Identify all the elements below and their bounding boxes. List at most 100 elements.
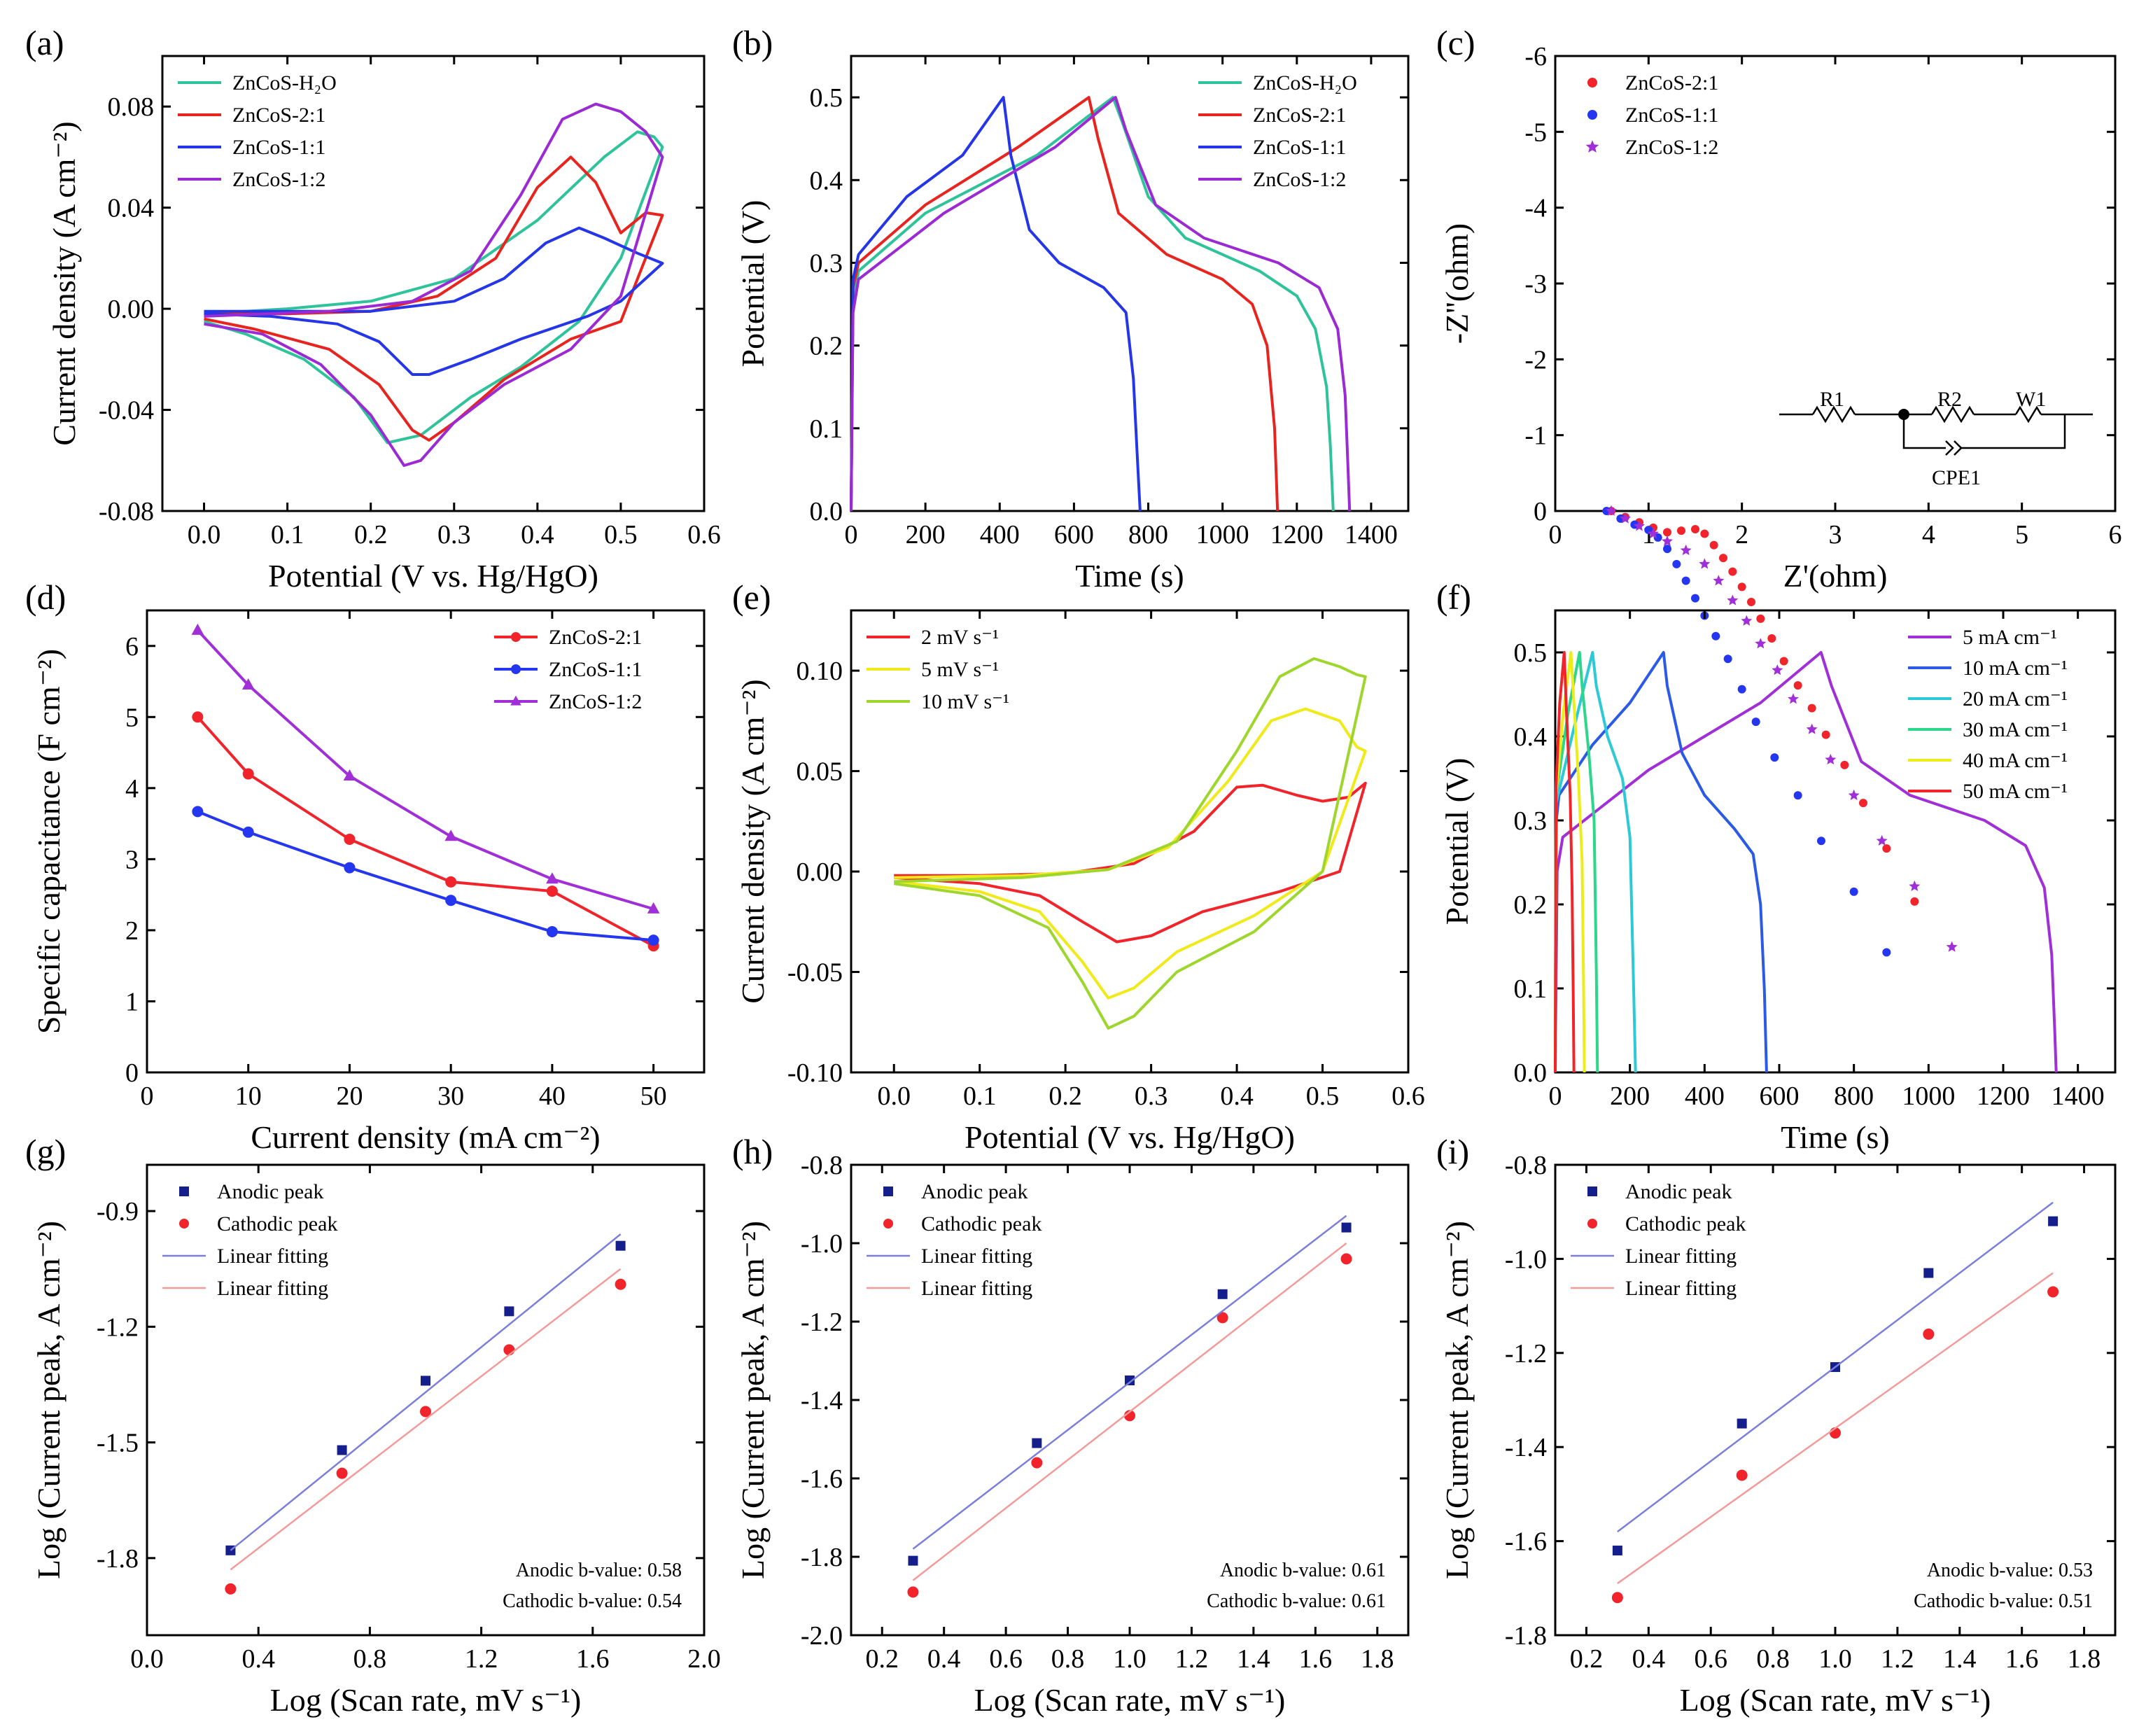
x-tick-label: 1.0 — [1818, 1644, 1852, 1674]
legend-label: ZnCoS-2:1 — [1253, 104, 1346, 127]
legend-item: Linear fitting — [1571, 1245, 1737, 1268]
legend-marker — [1587, 110, 1597, 120]
data-point — [1711, 631, 1720, 640]
legend-marker — [1587, 1219, 1597, 1228]
data-point — [1634, 520, 1645, 531]
data-point — [1741, 615, 1753, 626]
legend: ZnCoS-H₂O ZnCoS-2:1 ZnCoS-1:1 ZnCoS-1:2 — [1198, 71, 1357, 191]
x-tick-label: 1.6 — [1299, 1644, 1333, 1674]
legend: 5 mA cm⁻¹ 10 mA cm⁻¹ 20 mA cm⁻¹ 30 mA cm⁻¹ 4… — [1908, 626, 2068, 803]
series-linear-fitting-2 — [230, 1233, 622, 1551]
legend-marker — [883, 1186, 893, 1196]
circuit-label-w1: W1 — [2016, 388, 2046, 411]
panel-label-g: (g) — [25, 1132, 66, 1171]
x-tick-label: 0.5 — [1306, 1082, 1340, 1111]
y-tick-label: 0 — [125, 1058, 139, 1088]
legend-marker — [511, 632, 521, 642]
legend-marker — [179, 1186, 189, 1196]
y-tick-label: 0.10 — [797, 657, 843, 686]
y-axis-label: Specific capacitance (F cm⁻²) — [31, 649, 66, 1034]
legend-label: ZnCoS-1:1 — [1625, 104, 1718, 127]
legend-label: 30 mA cm⁻¹ — [1963, 718, 2068, 741]
legend-label: Anodic peak — [1625, 1180, 1732, 1203]
series-linear-fitting-3 — [912, 1242, 1347, 1581]
anodic-b-value: Anodic b-value: 0.61 — [1220, 1560, 1386, 1581]
series-20-ma-cm — [1554, 651, 1637, 1073]
x-axis-label: Potential (V vs. Hg/HgO) — [268, 558, 598, 594]
legend-item: ZnCoS-2:1 — [1198, 104, 1346, 127]
legend-marker — [179, 1219, 189, 1228]
y-tick-label: 3 — [125, 845, 139, 874]
x-tick-label: 2 — [1735, 520, 1748, 550]
x-tick-label: 0.3 — [1135, 1082, 1168, 1111]
cathodic-b-value: Cathodic b-value: 0.51 — [1914, 1590, 2093, 1612]
panel-label-c: (c) — [1436, 23, 1475, 62]
y-tick-label: -1.6 — [801, 1464, 843, 1494]
y-axis-label: Current density (A cm⁻²) — [46, 121, 82, 445]
y-axis-label: Log (Current peak, A cm⁻²) — [735, 1221, 771, 1579]
y-tick-label: 0.1 — [810, 414, 843, 444]
series-5-ma-cm — [1554, 651, 2058, 1073]
plot-frame — [850, 609, 1410, 1074]
x-tick-label: 0.5 — [604, 520, 638, 550]
data-point — [1691, 594, 1699, 603]
series-linear-fitting-3 — [230, 1268, 622, 1571]
panel-label-a: (a) — [25, 23, 64, 62]
legend-item: ZnCoS-2:1 — [1587, 71, 1718, 94]
legend: ZnCoS-2:1 ZnCoS-1:1 ZnCoS-1:2 — [494, 626, 642, 713]
data-point — [1848, 789, 1860, 800]
data-point — [1840, 760, 1849, 769]
y-tick-label: 1 — [125, 987, 139, 1016]
data-point — [241, 678, 255, 690]
circuit-label-cpe1: CPE1 — [1932, 466, 1981, 489]
data-point — [1648, 528, 1659, 539]
legend-item: ZnCoS-H₂O — [178, 71, 337, 94]
legend-label: Anodic peak — [921, 1180, 1028, 1203]
legend-item: Anodic peak — [1587, 1180, 1732, 1203]
data-point — [647, 902, 660, 913]
x-tick-label: 1000 — [1196, 520, 1249, 550]
y-tick-label: -5 — [1524, 118, 1547, 147]
x-tick-label: 1.0 — [1113, 1644, 1146, 1674]
x-tick-label: 2.0 — [687, 1644, 721, 1674]
x-tick-label: 0.8 — [1756, 1644, 1790, 1674]
legend-item: ZnCoS-H₂O — [1198, 71, 1357, 94]
data-point — [1719, 554, 1727, 563]
y-tick-label: -2 — [1524, 345, 1547, 374]
x-tick-label: 50 — [640, 1082, 667, 1111]
x-tick-label: 0.4 — [521, 520, 554, 550]
x-tick-label: 1.8 — [1361, 1644, 1394, 1674]
series-line — [196, 629, 654, 911]
legend-label: ZnCoS-2:1 — [549, 626, 642, 649]
legend-marker — [883, 1219, 893, 1228]
x-tick-label: 1400 — [1345, 520, 1398, 550]
x-axis-label: Z'(ohm) — [1783, 558, 1888, 594]
legend-label: ZnCoS-H₂O — [1253, 71, 1357, 94]
linear-fit-line — [230, 1268, 622, 1571]
y-tick-label: -6 — [1524, 42, 1547, 71]
legend-label: Cathodic peak — [1625, 1212, 1746, 1236]
data-point — [336, 1467, 348, 1479]
legend: Anodic peak Cathodic peak Linear fitting Li… — [1571, 1180, 1746, 1300]
data-point — [1031, 1457, 1043, 1469]
x-tick-label: 1200 — [1977, 1082, 2030, 1111]
x-tick-label: 1.4 — [1237, 1644, 1270, 1674]
x-tick-label: 0.8 — [1051, 1644, 1085, 1674]
y-tick-label: 0.2 — [810, 332, 843, 361]
plot-frame — [850, 55, 1410, 512]
x-tick-label: 0.6 — [1391, 1082, 1425, 1111]
series-line — [1554, 651, 1599, 1073]
anodic-b-value: Anodic b-value: 0.58 — [516, 1560, 682, 1581]
data-point — [1217, 1289, 1228, 1299]
legend-label: Linear fitting — [1625, 1245, 1737, 1268]
data-point — [504, 1306, 514, 1317]
data-point — [647, 934, 659, 946]
panel-c: (c)0 1 2 3 4 5 60-1-2-3-4-5-6Z'(ohm)-Z''(ohm)Z… — [1436, 23, 2122, 957]
data-point — [1691, 525, 1699, 533]
legend-item: ZnCoS-1:2 — [1198, 168, 1346, 191]
y-tick-label: -3 — [1524, 270, 1547, 299]
legend: Anodic peak Cathodic peak Linear fitting Li… — [162, 1180, 337, 1300]
legend-item: 20 mA cm⁻¹ — [1908, 687, 2068, 710]
series-zncos-1-2 — [850, 96, 1352, 512]
y-tick-label: 0.00 — [797, 858, 843, 887]
